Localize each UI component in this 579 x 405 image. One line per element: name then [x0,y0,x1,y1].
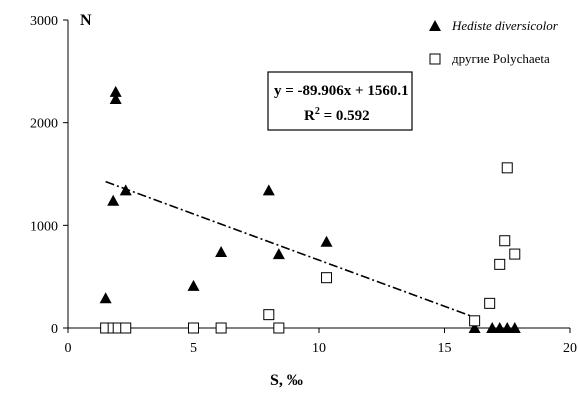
square-point [215,322,227,334]
triangle-point [109,93,122,105]
square-point [501,162,513,174]
square-point [263,309,275,321]
legend-item-hediste: Hediste diversicolor [429,18,559,33]
r-squared-text: R2 = 0.592 [304,106,370,124]
legend-item-other-polychaeta: другие Polychaeta [429,51,550,66]
y-tick-label: 3000 [30,14,58,29]
r-squared-letter: R [304,108,315,124]
triangle-point [508,322,521,333]
legend: Hediste diversicolor другие Polychaeta [429,18,559,66]
y-tick-label: 1000 [30,219,58,234]
filled-triangle-icon [429,20,441,31]
square-point [188,322,199,334]
regression-equation-box: y = -89.906x + 1560.1 R2 = 0.592 [267,71,413,131]
r-squared-value: = 0.592 [320,108,370,124]
triangle-point [272,248,285,260]
x-tick-label: 5 [190,341,197,356]
triangle-point [320,235,333,247]
y-axis-label: N [80,12,92,29]
legend-label-other-polychaeta: другие Polychaeta [452,51,550,66]
r-squared-superscript: 2 [315,106,320,117]
x-tick-label: 10 [312,341,326,356]
y-tick-label: 2000 [30,117,58,132]
square-point [509,248,521,260]
square-point [321,272,333,284]
triangle-point [468,322,481,333]
plot-area [67,20,570,329]
x-axis-ticks: 0 5 10 15 20 [65,328,577,356]
triangle-point [486,322,499,333]
triangle-point [262,184,275,196]
trendline-layer [105,180,475,319]
triangle-point [119,184,132,196]
trendline [105,180,475,319]
triangle-point [501,322,514,333]
square-point [494,258,506,270]
equation-box-frame [267,71,413,131]
x-tick-label: 15 [438,341,452,356]
legend-label-hediste: Hediste diversicolor [451,18,559,33]
square-point [469,315,481,327]
x-axis-label: S, ‰ [270,372,303,389]
equation-text: y = -89.906x + 1560.1 [274,83,409,99]
y-axis-ticks: 0 1000 2000 3000 [30,14,68,337]
triangle-point [109,85,122,97]
triangle-point [99,292,112,304]
square-point [273,322,285,334]
data-points [99,85,521,334]
open-square-icon [429,53,441,65]
square-point [484,297,496,309]
x-tick-label: 0 [65,341,72,356]
x-tick-label: 20 [563,341,577,356]
square-point [499,235,511,247]
y-tick-label: 0 [51,322,58,337]
triangle-point [187,279,200,291]
square-point [120,322,132,334]
triangle-point [215,246,228,258]
triangle-point [107,194,120,206]
triangle-point [493,322,506,333]
